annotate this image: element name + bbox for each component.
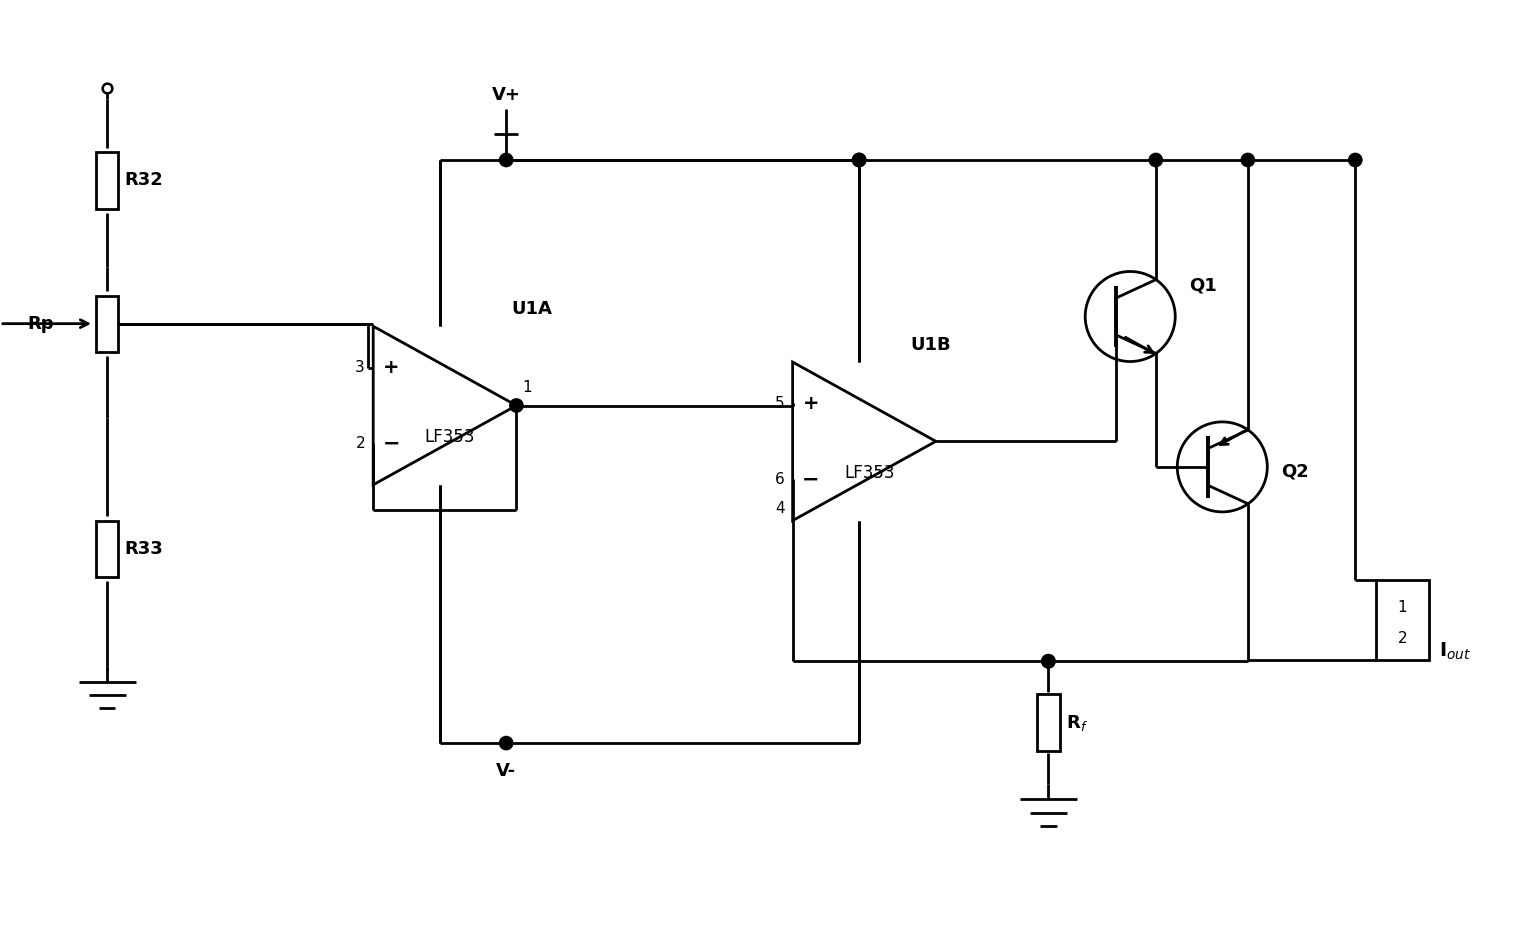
Text: U1A: U1A — [512, 300, 553, 318]
Text: +: + — [803, 394, 820, 413]
Text: U1B: U1B — [911, 336, 950, 354]
Circle shape — [499, 736, 513, 750]
Text: Q1: Q1 — [1190, 277, 1217, 295]
Circle shape — [510, 399, 524, 413]
Circle shape — [1242, 153, 1254, 167]
Text: V-: V- — [496, 762, 516, 780]
Circle shape — [1041, 654, 1055, 668]
Text: 2: 2 — [1398, 632, 1407, 647]
Text: −: − — [383, 433, 401, 453]
Text: LF353: LF353 — [425, 428, 475, 446]
Circle shape — [499, 153, 513, 167]
Text: R32: R32 — [124, 172, 164, 190]
Text: 1: 1 — [522, 380, 533, 396]
Text: 2: 2 — [355, 436, 364, 451]
Text: R$_f$: R$_f$ — [1066, 713, 1088, 733]
Text: +: + — [384, 358, 399, 378]
Circle shape — [853, 153, 865, 167]
Circle shape — [853, 153, 865, 167]
Circle shape — [1348, 153, 1362, 167]
Text: 6: 6 — [774, 472, 785, 487]
Circle shape — [1041, 654, 1055, 668]
Bar — [96, 295, 118, 352]
Text: 1: 1 — [1398, 599, 1407, 615]
Bar — [1375, 581, 1428, 660]
Bar — [96, 152, 118, 209]
Bar — [96, 520, 118, 577]
Circle shape — [1149, 153, 1163, 167]
Bar — [1037, 695, 1060, 750]
Text: R33: R33 — [124, 540, 164, 558]
Text: 4: 4 — [774, 501, 785, 515]
Text: Q2: Q2 — [1281, 463, 1310, 481]
Text: −: − — [803, 469, 820, 489]
Text: Rp: Rp — [27, 314, 55, 332]
Text: 3: 3 — [355, 361, 364, 375]
Text: 5: 5 — [774, 396, 785, 411]
Text: V+: V+ — [492, 86, 521, 104]
Text: I$_{out}$: I$_{out}$ — [1439, 640, 1471, 662]
Text: LF353: LF353 — [844, 464, 894, 481]
